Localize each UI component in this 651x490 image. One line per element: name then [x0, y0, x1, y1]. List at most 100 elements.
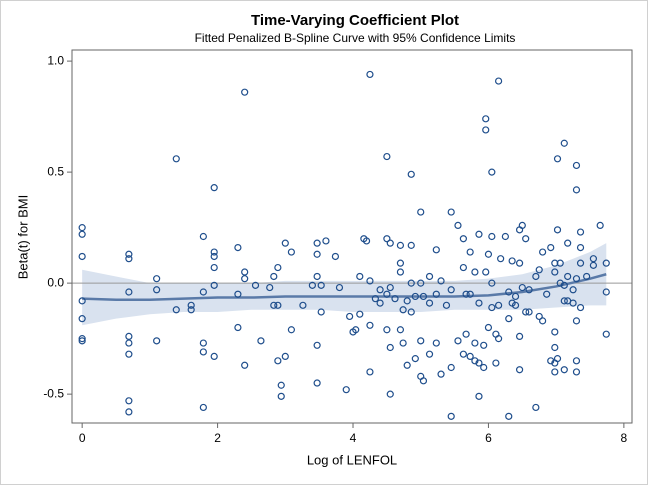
point [547, 244, 555, 252]
point [277, 392, 285, 400]
point [462, 290, 470, 298]
point [572, 275, 581, 283]
point [602, 330, 610, 338]
point [210, 248, 218, 256]
point [153, 337, 161, 345]
point [78, 224, 86, 232]
point [274, 357, 282, 365]
point [497, 255, 505, 263]
point [525, 308, 533, 316]
point [362, 237, 371, 245]
point [407, 241, 415, 249]
point [459, 350, 467, 358]
point [484, 250, 493, 258]
point [515, 332, 524, 341]
point [396, 268, 405, 276]
point [488, 303, 496, 312]
point [535, 312, 543, 321]
point [551, 268, 559, 276]
point [317, 308, 325, 316]
point [172, 306, 180, 314]
point [313, 341, 321, 349]
y-tick-label: -0.5 [43, 386, 64, 400]
point [462, 330, 470, 338]
point [576, 303, 585, 312]
point [556, 259, 564, 267]
point [366, 321, 374, 329]
point [560, 366, 568, 374]
point [505, 412, 513, 420]
point [366, 277, 374, 285]
point [437, 370, 445, 378]
point [78, 335, 86, 343]
point [480, 341, 488, 349]
point [505, 288, 513, 296]
point [508, 257, 516, 265]
point [199, 339, 207, 347]
x-axis-label: Log of LENFOL [307, 452, 397, 467]
point [396, 259, 405, 267]
point [532, 272, 540, 281]
point [564, 239, 572, 247]
point [447, 208, 455, 216]
point [199, 232, 207, 241]
x-tick-label: 2 [214, 431, 221, 445]
point [371, 295, 379, 303]
point [125, 332, 133, 341]
point [492, 359, 500, 367]
point [199, 348, 207, 356]
point [241, 275, 249, 283]
point [153, 275, 161, 283]
point [535, 266, 543, 274]
confidence-band [82, 243, 607, 326]
point [274, 301, 282, 309]
point [475, 392, 483, 400]
point [287, 326, 295, 334]
point [437, 277, 445, 285]
point [299, 301, 307, 309]
point [356, 272, 364, 281]
point [419, 292, 428, 301]
point [407, 170, 415, 178]
point [313, 379, 321, 387]
point [525, 286, 533, 294]
point [447, 363, 455, 372]
point [383, 235, 391, 243]
point [376, 299, 384, 307]
point [543, 290, 551, 298]
point [308, 281, 316, 289]
point [78, 315, 86, 323]
point [522, 235, 530, 243]
point [480, 363, 488, 372]
point [386, 390, 394, 398]
point [346, 312, 354, 321]
point [403, 361, 411, 369]
point [376, 286, 384, 294]
point [313, 239, 321, 247]
point [317, 281, 325, 289]
point [495, 77, 503, 85]
point [270, 272, 278, 281]
point [576, 259, 585, 267]
point [589, 261, 598, 269]
point [572, 186, 581, 194]
point [266, 283, 274, 292]
point [482, 115, 490, 123]
point [471, 268, 479, 276]
point [518, 283, 526, 292]
point [432, 290, 440, 298]
point [466, 352, 474, 360]
point [482, 126, 490, 134]
point [466, 290, 474, 298]
point [210, 263, 218, 272]
point [407, 308, 415, 316]
point [386, 343, 394, 352]
point [532, 403, 540, 412]
point [366, 70, 374, 79]
point [602, 288, 610, 296]
point [447, 286, 455, 294]
point [78, 252, 86, 261]
point [419, 377, 428, 385]
